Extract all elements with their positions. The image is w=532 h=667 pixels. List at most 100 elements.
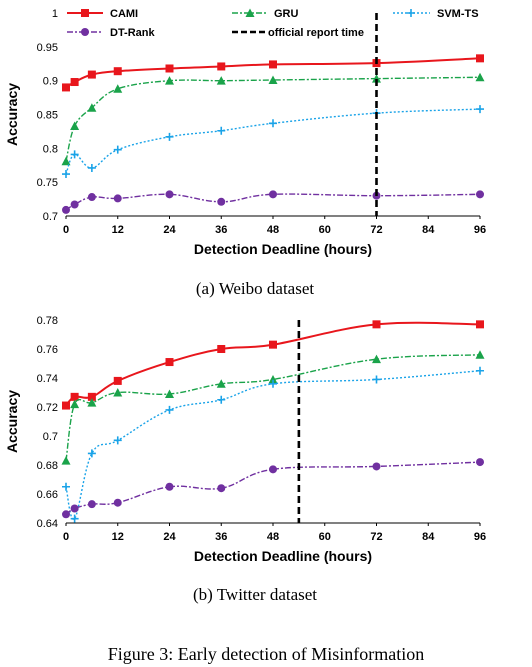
y-axis-label: Accuracy <box>4 83 20 146</box>
point-cami <box>269 60 277 69</box>
x-tick-label: 72 <box>370 224 382 236</box>
point-cami <box>113 67 122 76</box>
y-tick-label: 0.9 <box>43 76 58 88</box>
point-gru <box>268 374 278 384</box>
legend-item-cami: CAMI <box>67 8 138 20</box>
point-svm <box>165 405 174 414</box>
point-gru <box>475 72 485 82</box>
y-tick-label: 0.85 <box>37 110 58 122</box>
chart-twitter: 0.64 0.66 0.68 0.7 0.72 0.74 0.76 0.78 0 12 24 36 48… <box>4 315 486 564</box>
point-gru <box>268 75 278 84</box>
point-dtrank <box>113 498 122 507</box>
point-svm <box>269 119 277 128</box>
point-cami <box>217 345 226 353</box>
y-tick-label: 0.7 <box>43 431 58 443</box>
point-dtrank <box>217 484 226 493</box>
legend-label-svm: SVM-TS <box>437 8 479 20</box>
point-gru <box>70 399 80 409</box>
legend-label-official: official report time <box>268 27 364 39</box>
point-gru <box>216 76 226 85</box>
point-cami <box>87 392 96 401</box>
x-tick-label: 0 <box>63 224 69 236</box>
x-tick-label: 24 <box>163 531 176 543</box>
x-tick-label: 84 <box>422 224 435 236</box>
point-dtrank <box>165 190 174 199</box>
point-dtrank <box>269 465 277 474</box>
x-tick-label: 72 <box>370 531 382 543</box>
point-dtrank <box>372 462 381 471</box>
point-svm <box>62 170 70 179</box>
caption-twitter: (b) Twitter dataset <box>193 585 317 604</box>
legend-label-dtrank: DT-Rank <box>110 27 156 39</box>
legend-item-gru: GRU <box>232 8 299 20</box>
x-tick-label: 96 <box>474 224 486 236</box>
x-tick-label: 60 <box>319 224 331 236</box>
point-gru <box>87 103 97 112</box>
y-tick-label: 0.72 <box>37 402 58 414</box>
point-dtrank <box>165 482 174 491</box>
point-cami <box>165 358 174 367</box>
series-line-dtrank <box>65 193 481 211</box>
y-tick-label: 0.7 <box>43 211 58 223</box>
point-gru <box>216 379 226 388</box>
y-tick-label: 0.78 <box>37 315 58 327</box>
point-cami <box>113 376 122 385</box>
point-cami <box>62 83 70 92</box>
point-gru <box>372 354 381 364</box>
legend-item-official: official report time <box>232 27 364 39</box>
y-tick-label: 0.64 <box>37 518 58 530</box>
point-svm <box>217 126 226 135</box>
x-axis-label: Detection Deadline (hours) <box>194 548 372 564</box>
series-line-cami <box>65 321 481 407</box>
legend-label-cami: CAMI <box>110 8 138 20</box>
point-svm <box>476 366 484 375</box>
point-svm <box>113 436 122 445</box>
point-gru <box>165 76 174 85</box>
point-cami <box>476 54 484 63</box>
x-tick-label: 60 <box>319 531 331 543</box>
point-gru <box>87 398 97 407</box>
point-cami <box>165 64 174 73</box>
point-svm <box>62 482 70 491</box>
point-gru <box>475 350 485 359</box>
point-dtrank <box>70 200 79 209</box>
y-axis-label: Accuracy <box>4 390 20 453</box>
y-tick-label: 0.75 <box>37 177 58 189</box>
point-cami <box>476 320 484 329</box>
x-tick-label: 48 <box>267 531 279 543</box>
point-dtrank <box>70 504 79 513</box>
point-gru <box>372 74 381 83</box>
y-tick-label: 0.66 <box>37 489 58 501</box>
point-svm <box>269 379 277 388</box>
point-dtrank <box>476 190 484 199</box>
point-dtrank <box>269 190 277 199</box>
y-tick-label: 0.76 <box>37 344 58 356</box>
y-tick-label: 0.74 <box>37 373 58 385</box>
point-svm <box>476 105 484 114</box>
x-axis-label: Detection Deadline (hours) <box>194 241 372 257</box>
legend: CAMI GRU SVM-TS DT-Rank official report … <box>67 8 479 39</box>
point-dtrank <box>217 197 226 206</box>
legend-item-dtrank: DT-Rank <box>67 27 156 39</box>
y-tick-label: 0.95 <box>37 42 58 54</box>
x-tick-label: 36 <box>215 224 227 236</box>
x-tick-label: 96 <box>474 531 486 543</box>
point-cami <box>269 340 277 349</box>
point-svm <box>70 514 79 523</box>
series-line-svm <box>65 370 481 520</box>
x-tick-label: 24 <box>163 224 176 236</box>
point-cami <box>70 392 79 401</box>
point-gru <box>61 456 71 465</box>
point-svm <box>87 449 96 458</box>
point-svm <box>217 395 226 404</box>
point-gru <box>70 121 80 131</box>
series-line-gru <box>65 354 481 461</box>
point-dtrank <box>113 194 122 203</box>
figure-caption: Figure 3: Early detection of Misinformat… <box>108 644 424 664</box>
point-gru <box>165 389 174 398</box>
x-tick-label: 0 <box>63 531 69 543</box>
point-dtrank <box>87 500 96 509</box>
point-cami <box>62 401 70 410</box>
series-line-gru <box>65 76 481 162</box>
